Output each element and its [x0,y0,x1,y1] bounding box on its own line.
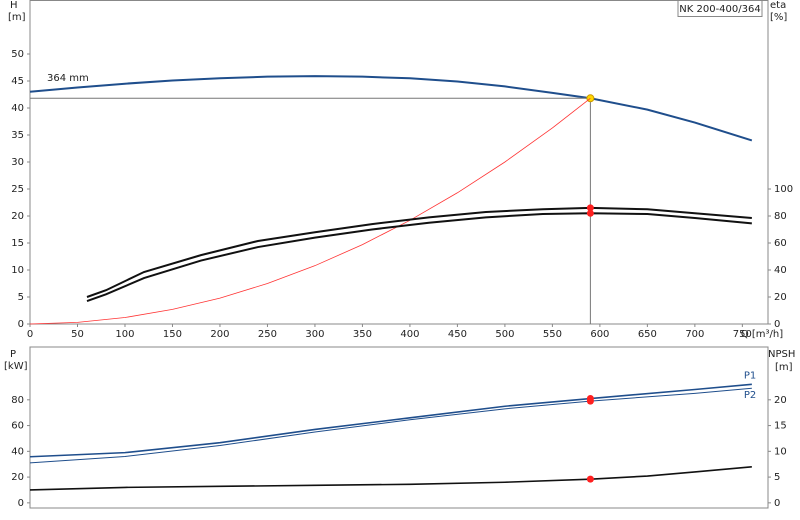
y-tick-label: 15 [11,238,24,249]
y2-tick-label: 0 [774,319,780,330]
y2-tick-label: 5 [774,472,780,483]
y2-tick-label: 100 [774,184,793,195]
y-tick-label: 5 [18,292,24,303]
curve [86,212,752,302]
y-tick-label: 50 [11,49,24,60]
x-tick-label: 600 [590,329,609,340]
series-label: P2 [744,390,756,401]
top-plot-frame [29,0,769,325]
y-tick-label: 0 [18,498,24,509]
y-tick-label: 45 [11,76,24,87]
y2-tick-label: 0 [774,498,780,509]
x-tick-label: 550 [543,329,562,340]
y-tick-label: 40 [11,446,24,457]
x-tick-label: 650 [638,329,657,340]
curve [29,387,752,464]
y-axis-label: P [10,349,16,360]
x-tick-label: 350 [353,329,372,340]
y-tick-label: 80 [11,395,24,406]
x-tick-label: 300 [305,329,324,340]
y2-tick-label: 10 [774,446,787,457]
y-tick-label: 0 [18,319,24,330]
y-tick-label: 35 [11,130,24,141]
y-tick-label: 20 [11,211,24,222]
x-tick-label: 150 [163,329,182,340]
operating-point [586,204,594,212]
x-tick-label: 50 [71,329,84,340]
y-tick-label: 40 [11,103,24,114]
y-axis-unit: [m] [8,12,26,23]
x-tick-label: 100 [115,329,134,340]
y2-axis-unit: [m] [775,362,793,373]
y2-tick-label: 20 [774,395,787,406]
x-tick-label: 400 [400,329,419,340]
x-tick-label: 450 [448,329,467,340]
y-axis-label: H [10,0,18,11]
chart-title: NK 200-400/364 [679,4,760,15]
operating-point [586,209,594,217]
curve-annotation: 364 mm [47,73,89,84]
x-tick-label: 250 [258,329,277,340]
y2-axis-label: eta [770,0,786,11]
operating-point [586,475,594,483]
y2-tick-label: 40 [774,265,787,276]
title-box [677,0,763,17]
x-tick-label: 200 [210,329,229,340]
x-tick-label: 0 [27,329,33,340]
x-tick-label: 750 [733,329,752,340]
series-label: P1 [744,370,756,381]
y2-axis-unit: [%] [770,12,787,23]
curve [29,75,753,142]
operating-point [586,397,594,405]
y-tick-label: 10 [11,265,24,276]
x-tick-label: 700 [685,329,704,340]
bottom-plot-frame [29,346,769,509]
x-axis-label: Q [m³/h] [741,329,783,340]
y2-tick-label: 60 [774,238,787,249]
y-tick-label: 20 [11,472,24,483]
y2-tick-label: 15 [774,421,787,432]
y2-tick-label: 20 [774,292,787,303]
curve [29,383,752,458]
curve [86,206,752,298]
y-tick-label: 60 [11,421,24,432]
y2-tick-label: 80 [774,211,787,222]
curve [29,97,591,325]
curve [29,465,752,491]
x-tick-label: 500 [495,329,514,340]
y-tick-label: 25 [11,184,24,195]
y-axis-unit: [kW] [4,361,28,372]
y2-axis-label: NPSH [768,349,795,360]
y-tick-label: 30 [11,157,24,168]
